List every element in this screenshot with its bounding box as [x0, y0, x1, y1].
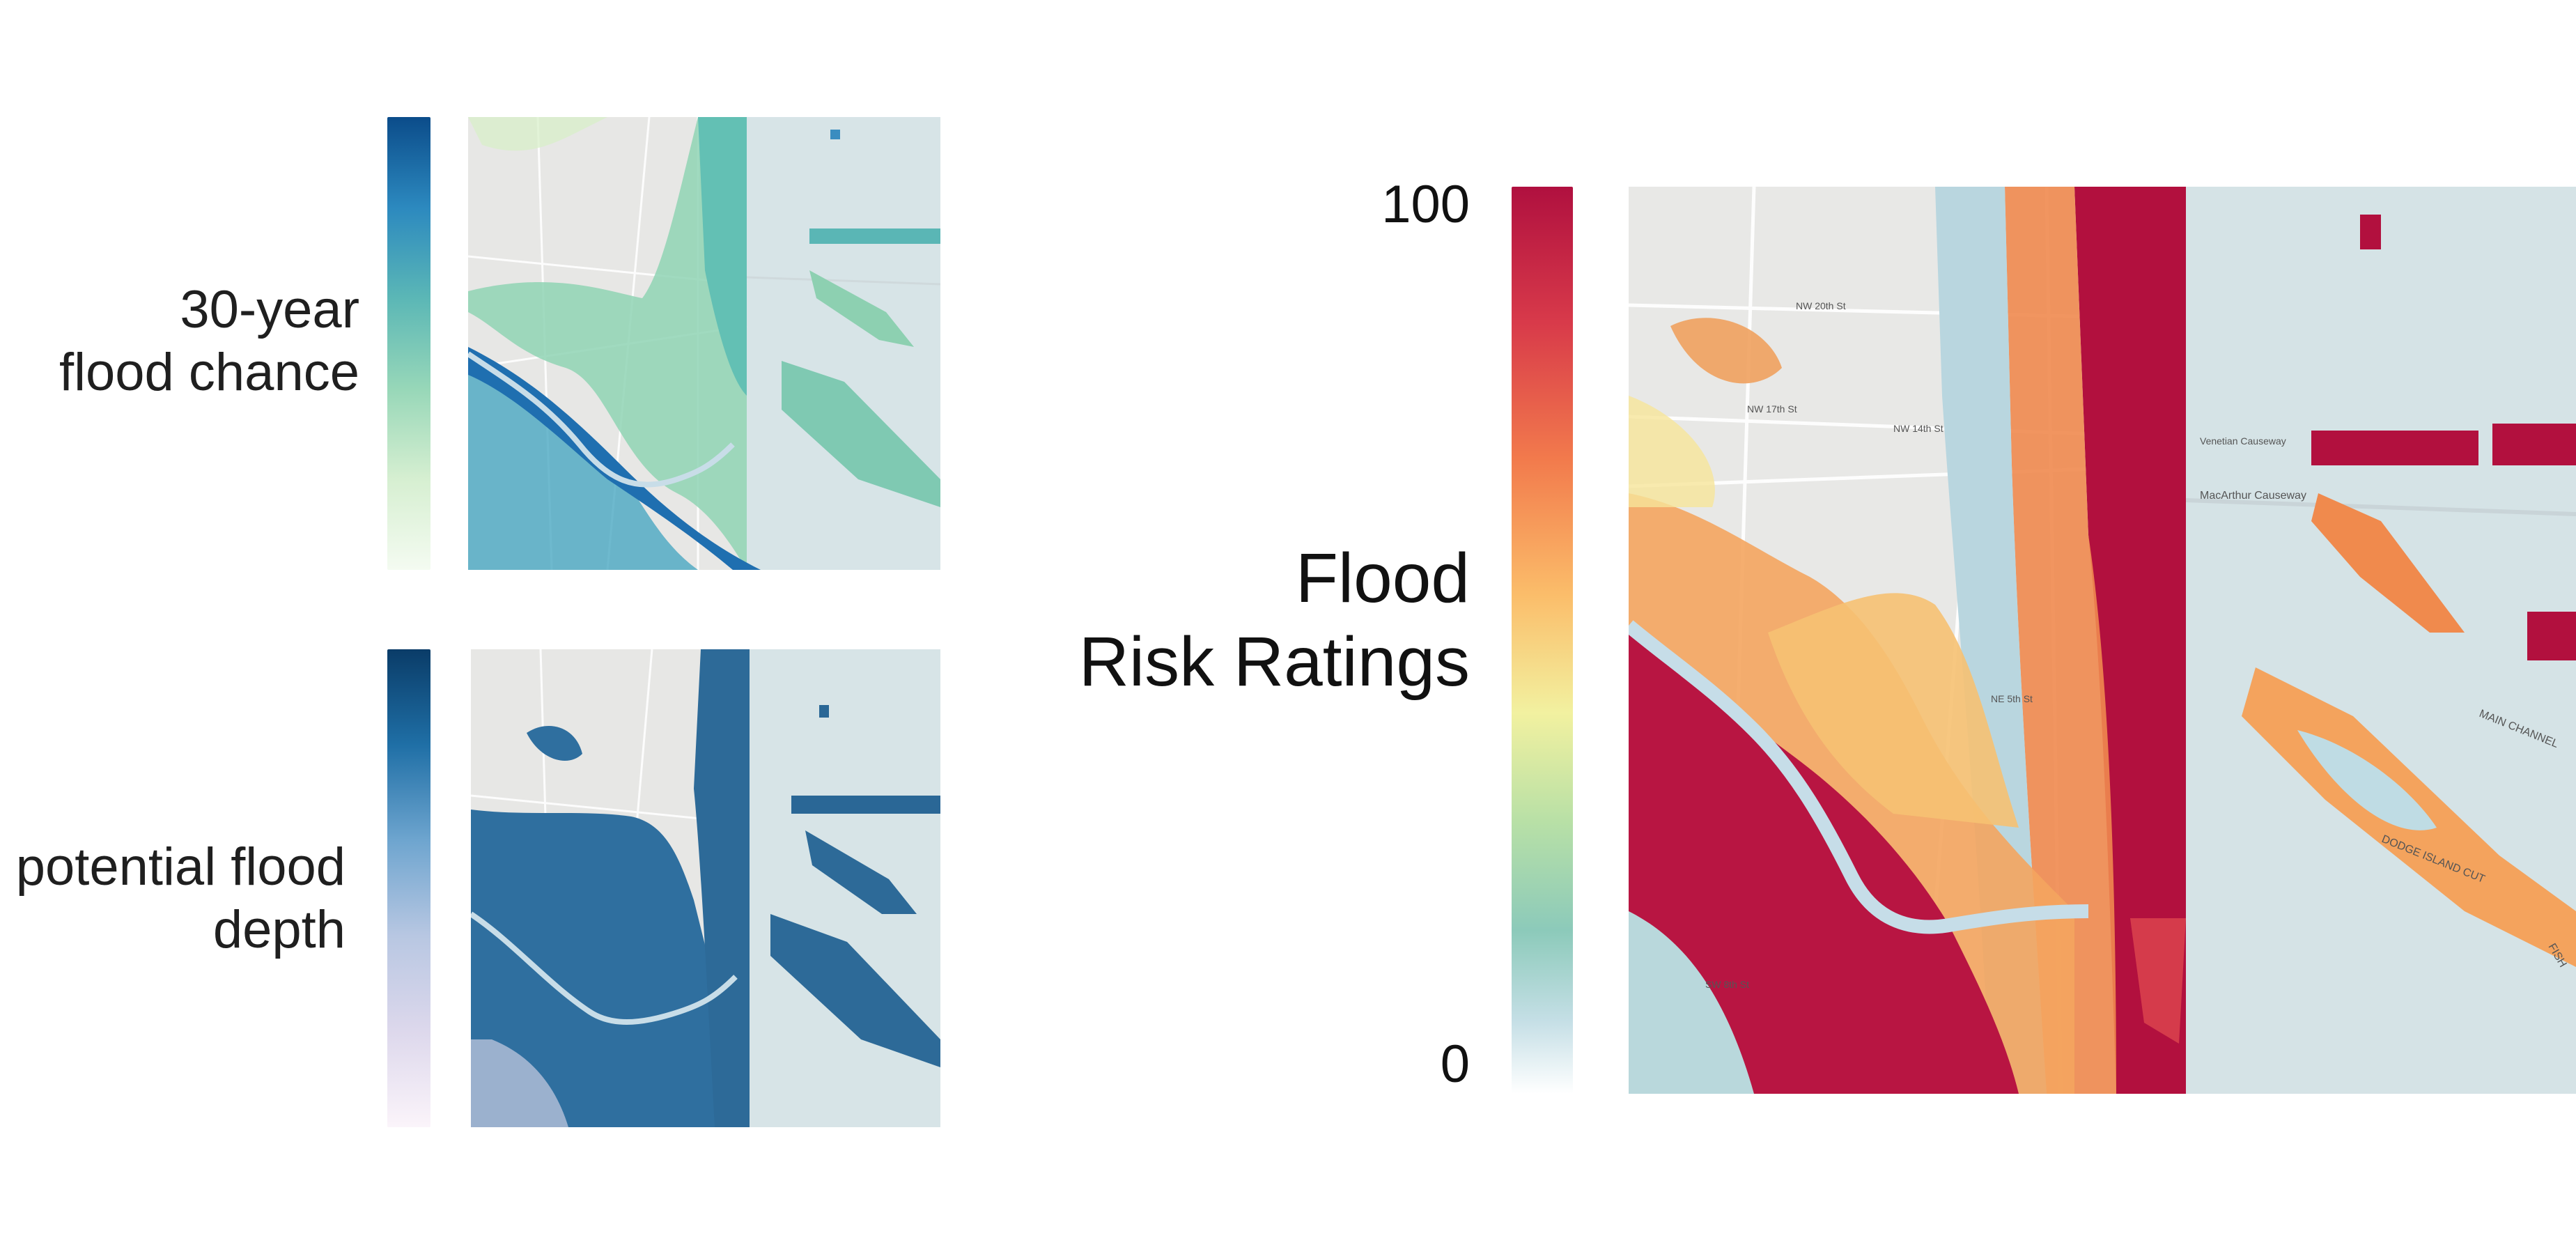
risk-rating-map: MacArthur Causeway Venetian Causeway NW …: [1629, 187, 2576, 1094]
risk-tick-max: 100: [1381, 175, 1470, 234]
flood-depth-legend-bar: [387, 649, 430, 1127]
flood-chance-map: [468, 117, 940, 570]
flood-depth-label: potential flood depth: [15, 837, 346, 959]
street-17-label: NW 17th St: [1747, 403, 1797, 415]
street-8-label: SW 8th St: [1705, 979, 1749, 990]
flood-depth-map: [471, 649, 940, 1127]
flood-chance-label: 30-year flood chance: [59, 280, 359, 402]
causeway2-label: Venetian Causeway: [2200, 435, 2286, 447]
risk-rating-legend-bar: [1512, 187, 1573, 1094]
street-14-label: NW 14th St: [1893, 423, 1943, 434]
street-20-label: NW 20th St: [1796, 300, 1846, 311]
risk-tick-min: 0: [1440, 1035, 1470, 1094]
causeway-label: MacArthur Causeway: [2200, 490, 2306, 502]
street-5-label: NE 5th St: [1991, 693, 2033, 704]
flood-chance-legend-bar: [387, 117, 430, 570]
risk-rating-title: Flood Risk Ratings: [1078, 539, 1470, 701]
